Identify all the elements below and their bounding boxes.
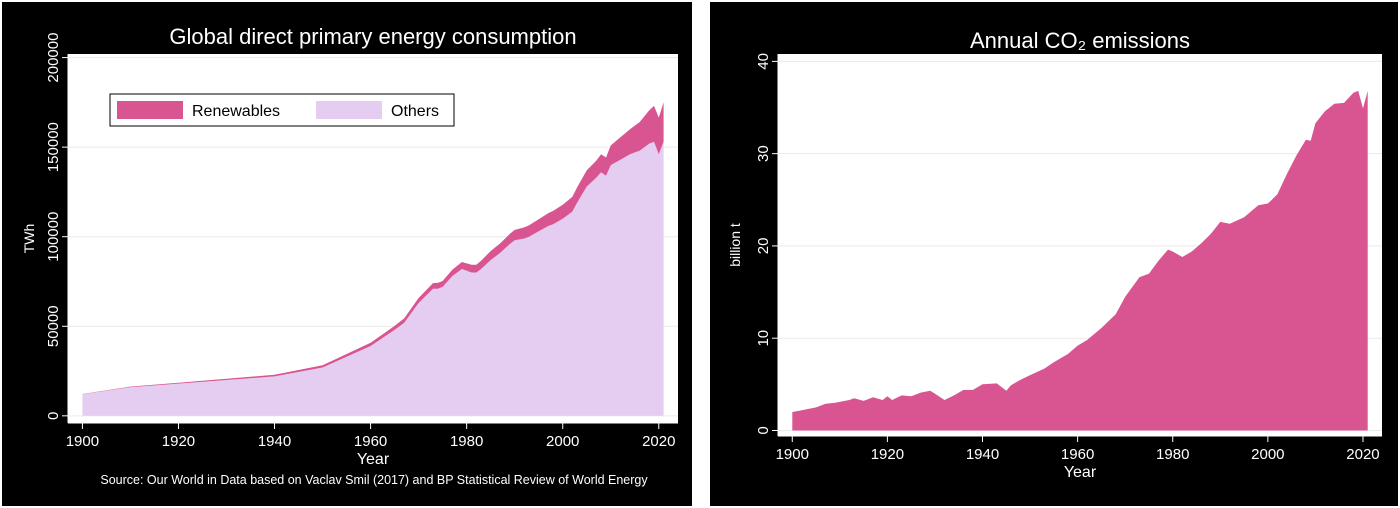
x-tick-label: 2000 <box>1251 446 1284 463</box>
y-tick-label: 20 <box>755 238 772 255</box>
legend-label-renewables: Renewables <box>192 103 280 120</box>
co2-chart-panel: 0 10 20 30 40 1900 1920 1940 1960 1980 2000 2020 Yea… <box>710 2 1398 506</box>
area-series-others <box>82 141 664 416</box>
x-tick-label: 1940 <box>966 446 999 463</box>
legend-label-others: Others <box>391 103 439 120</box>
x-axis-label: Year <box>1064 464 1097 481</box>
y-axis-label: TWh <box>21 224 37 254</box>
chart-title: Global direct primary energy consumption <box>169 24 576 49</box>
x-tick-label: 1980 <box>450 433 483 450</box>
y-tick-label: 40 <box>755 53 772 70</box>
area-series-co2 <box>792 90 1368 431</box>
y-tick-label: 150000 <box>45 122 62 172</box>
x-tick-label: 1900 <box>66 433 99 450</box>
x-tick-label: 2020 <box>1346 446 1379 463</box>
energy-chart: 0 50000 100000 150000 200000 1900 1920 1940 1960… <box>21 24 678 487</box>
chart-title: Annual CO₂ emissions <box>970 28 1190 53</box>
source-note: Source: Our World in Data based on Vacla… <box>100 473 648 487</box>
y-tick-label: 50000 <box>45 305 62 347</box>
x-tick-label: 1980 <box>1156 446 1189 463</box>
y-tick-label: 10 <box>755 330 772 347</box>
x-axis-label: Year <box>357 451 390 468</box>
x-tick-label: 2000 <box>546 433 579 450</box>
y-tick-label: 0 <box>45 412 62 420</box>
legend-swatch-others <box>316 101 382 119</box>
legend-swatch-renewables <box>117 101 183 119</box>
x-tick-label: 1920 <box>162 433 195 450</box>
energy-chart-panel: 0 50000 100000 150000 200000 1900 1920 1940 1960… <box>2 2 692 506</box>
x-tick-label: 1960 <box>354 433 387 450</box>
y-tick-label: 200000 <box>45 33 62 83</box>
y-tick-label: 100000 <box>45 212 62 262</box>
co2-chart: 0 10 20 30 40 1900 1920 1940 1960 1980 2000 2020 Yea… <box>727 28 1382 481</box>
y-axis-label: billion t <box>727 223 743 267</box>
x-tick-label: 2020 <box>642 433 675 450</box>
x-tick-label: 1940 <box>258 433 291 450</box>
y-tick-label: 0 <box>755 426 772 434</box>
y-tick-label: 30 <box>755 145 772 162</box>
x-tick-label: 1900 <box>776 446 809 463</box>
x-tick-label: 1920 <box>871 446 904 463</box>
x-tick-label: 1960 <box>1061 446 1094 463</box>
